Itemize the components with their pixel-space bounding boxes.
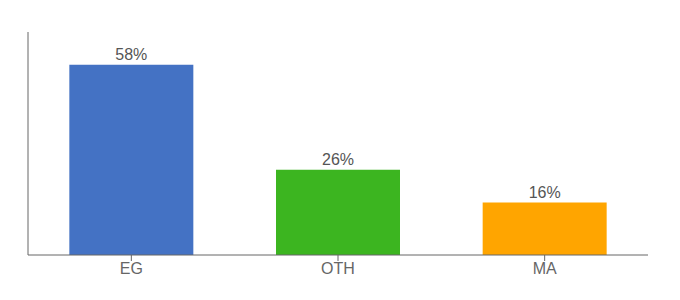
svg-text:58%: 58%	[115, 46, 147, 63]
svg-text:26%: 26%	[322, 151, 354, 168]
svg-text:16%: 16%	[529, 184, 561, 201]
svg-text:OTH: OTH	[321, 260, 355, 277]
svg-text:MA: MA	[533, 260, 557, 277]
svg-text:EG: EG	[120, 260, 143, 277]
